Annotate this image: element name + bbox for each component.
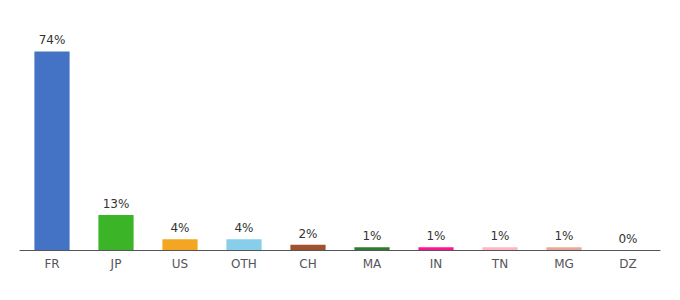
svg-text:IN: IN (430, 257, 443, 271)
svg-text:4%: 4% (234, 221, 253, 235)
svg-text:MA: MA (363, 257, 382, 271)
svg-text:JP: JP (110, 257, 122, 271)
svg-text:0%: 0% (618, 232, 637, 246)
svg-text:1%: 1% (426, 229, 445, 243)
svg-text:FR: FR (44, 257, 59, 271)
svg-text:74%: 74% (39, 33, 66, 47)
svg-text:TN: TN (491, 257, 508, 271)
svg-text:1%: 1% (362, 229, 381, 243)
svg-text:4%: 4% (170, 221, 189, 235)
svg-text:US: US (172, 257, 188, 271)
svg-text:1%: 1% (490, 229, 509, 243)
svg-text:CH: CH (299, 257, 316, 271)
svg-text:13%: 13% (103, 197, 130, 211)
svg-text:DZ: DZ (619, 257, 636, 271)
svg-text:2%: 2% (298, 227, 317, 241)
svg-text:MG: MG (554, 257, 574, 271)
svg-text:OTH: OTH (231, 257, 257, 271)
svg-text:1%: 1% (554, 229, 573, 243)
